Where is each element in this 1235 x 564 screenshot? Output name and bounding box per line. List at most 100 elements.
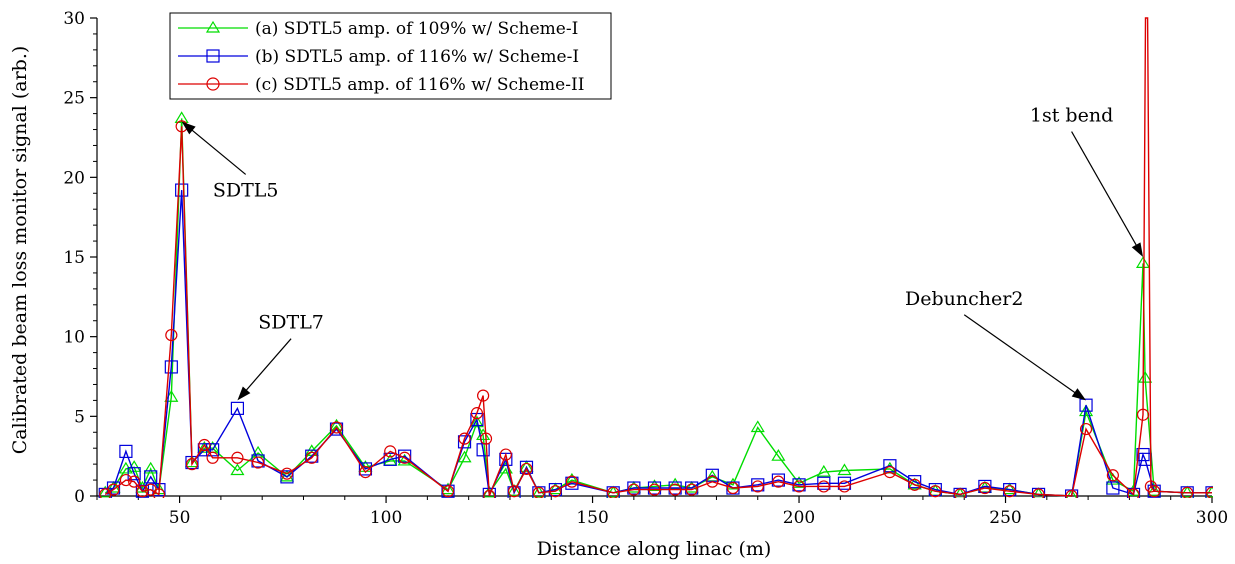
data-point [479,432,493,445]
data-point [627,483,640,496]
annotation: SDTL5 [181,121,279,201]
annotation-arrow-line [963,314,1082,398]
x-axis-ticks: 50 100 150 200 250 300 [96,496,1228,528]
legend-entry-b: (b) SDTL5 amp. of 116% w/ Scheme-I [178,47,579,67]
data-point [136,485,149,498]
data-point [953,488,967,498]
data-point [817,476,831,490]
x-tick-label: 300 [1196,508,1228,528]
data-point [330,421,343,434]
legend-label-b: (b) SDTL5 amp. of 116% w/ Scheme-I [255,47,579,67]
data-point [1106,469,1119,482]
data-point [565,475,579,488]
annotation: SDTL7 [237,312,324,401]
data-point [384,445,397,458]
data-point [838,480,851,493]
data-point [792,480,806,493]
data-point [816,464,831,477]
arrowhead-icon [1071,388,1087,401]
data-point [1181,486,1194,498]
data-point [230,463,245,476]
data-point [106,481,121,495]
series-2 [98,183,1213,498]
data-point [184,455,200,468]
x-tick-label: 150 [576,508,608,528]
data-point [837,463,852,476]
data-point [457,450,472,463]
data-point [1078,404,1094,417]
annotation-label: SDTL5 [213,179,279,201]
data-point [206,451,219,464]
y-axis-label: Calibrated beam loss monitor signal (arb… [9,46,31,455]
data-point [668,477,683,490]
legend-label-a: (a) SDTL5 amp. of 109% w/ Scheme-I [255,19,578,39]
data-point [564,472,579,485]
arrowhead-icon [237,386,251,401]
data-point [144,470,158,484]
data-point [359,466,372,479]
data-point [1127,488,1140,498]
data-point [305,451,318,464]
data-point [470,407,484,420]
annotation: Debuncher2 [905,288,1087,401]
data-point [230,401,245,415]
data-point [185,458,199,471]
data-point [164,360,178,374]
data-point [817,480,830,493]
y-tick-label: 20 [63,168,85,188]
data-point [978,481,991,495]
y-tick-label: 5 [74,407,85,427]
x-axis-label: Distance along linac (m) [537,538,772,560]
annotation-arrow-line [185,124,247,175]
x-tick-label: 200 [783,508,815,528]
data-point [499,448,512,461]
annotation-label: Debuncher2 [905,288,1023,310]
data-point [1065,489,1078,498]
legend: (a) SDTL5 amp. of 109% w/ Scheme-I (b) S… [169,12,612,100]
data-point [1136,408,1150,421]
data-point [119,444,133,458]
data-point [706,475,719,488]
series-line [104,118,1212,497]
x-tick-label: 250 [989,508,1021,528]
annotation: 1st bend [1030,105,1144,257]
data-point [726,481,740,495]
y-axis-ticks: 0 5 10 15 20 25 30 [63,9,97,507]
data-point [1032,488,1045,498]
annotation-arrow-line [1071,131,1141,253]
square-marker-icon [206,49,220,63]
data-point [1079,422,1093,436]
data-point [1148,485,1161,498]
data-point [507,485,521,498]
legend-entry-c: (c) SDTL5 amp. of 116% w/ Scheme-II [178,75,584,95]
annotation-arrow-line [240,338,292,397]
x-tick-label: 50 [169,508,191,528]
annotation-label: 1st bend [1030,105,1113,127]
data-point [231,451,244,464]
data-point [175,183,189,197]
data-point [668,481,682,495]
data-point [883,466,896,479]
data-point [647,481,662,495]
data-point [1204,485,1213,498]
data-point [251,456,265,469]
data-point [1135,256,1151,268]
data-point [532,486,545,498]
arrowhead-icon [181,121,196,135]
data-point [305,449,319,463]
data-point [684,480,699,493]
data-point [358,462,373,476]
data-point [280,470,294,484]
data-point [119,473,133,487]
data-point [507,486,521,498]
data-point [772,475,785,488]
data-point [837,476,852,490]
data-point [771,473,785,487]
data-point [1147,484,1162,496]
series-layer [98,17,1213,498]
data-point [669,483,682,496]
arrowhead-icon [1131,242,1144,257]
y-tick-label: 25 [63,89,85,109]
